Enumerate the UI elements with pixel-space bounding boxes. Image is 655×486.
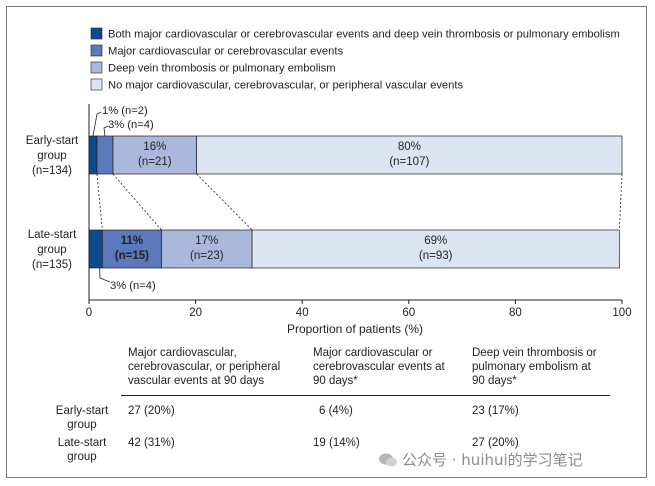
category-label-1-line-2: (n=135) [32, 259, 72, 271]
bar-0-segment-3-label-1: (n=107) [389, 156, 429, 168]
legend-swatch-1 [90, 44, 103, 57]
legend-swatch-2 [90, 61, 103, 74]
connector-0 [96, 173, 103, 231]
bar-0-segment-2-label-0: 16% [143, 141, 166, 153]
bar-1-segment-3 [251, 229, 620, 269]
callout-early-both: 1% (n=2) [102, 105, 148, 117]
bar-1-segment-2-label-0: 17% [195, 235, 218, 247]
legend-swatch-3 [90, 78, 103, 91]
bar-0-segment-0 [88, 135, 98, 175]
chart-legend: Both major cardiovascular or cerebrovasc… [90, 27, 620, 92]
bars [88, 135, 623, 269]
category-label-0-line-2: (n=134) [32, 165, 72, 177]
callout-line-late-small [99, 267, 111, 283]
bar-1-segment-3-label-1: (n=93) [419, 250, 453, 262]
category-label-1-line-0: Late-start [28, 229, 77, 241]
legend-label-2: Deep vein thrombosis or pulmonary emboli… [108, 63, 336, 75]
bar-1-segment-2 [161, 229, 253, 269]
x-tick-label-1: 20 [189, 307, 202, 319]
bar-labels: 16% (n=21) 80% (n=107) 11% (n=15) 17% (n=23) 69%… [92, 105, 453, 292]
bar-0-segment-3-label-0: 80% [398, 141, 421, 153]
connector-lines [96, 173, 623, 231]
x-axis: 0 20 40 60 80 100 [86, 104, 632, 319]
x-tick-label-4: 80 [509, 307, 522, 319]
legend-swatch-0 [90, 27, 103, 40]
callout-early-major: 3% (n=4) [108, 119, 154, 131]
connector-2 [196, 173, 253, 231]
x-tick-label-3: 60 [402, 307, 415, 319]
x-tick-label-0: 0 [86, 307, 92, 319]
bar-1-segment-0 [88, 229, 103, 269]
bar-1-segment-1-label-1: (n=15) [115, 250, 149, 262]
watermark-text: 公众号 · huihui的学习笔记 [402, 451, 583, 469]
callout-line-early-major [103, 125, 109, 137]
legend-label-3: No major cardiovascular, cerebrovascular… [108, 80, 463, 92]
watermark: 公众号 · huihui的学习笔记 [378, 449, 583, 470]
callout-late-small: 3% (n=4) [110, 280, 156, 292]
x-axis-label: Proportion of patients (%) [287, 322, 423, 336]
x-tick-label-2: 40 [296, 307, 309, 319]
bar-1-segment-2-label-1: (n=23) [190, 250, 224, 262]
callout-line-early-both [92, 111, 102, 137]
legend-label-0: Both major cardiovascular or cerebrovasc… [108, 29, 620, 41]
bar-1-segment-1-label-0: 11% [121, 235, 143, 247]
category-label-0-line-0: Early-start [26, 135, 79, 147]
bar-0-segment-2-label-1: (n=21) [138, 156, 172, 168]
x-tick-label-5: 100 [612, 307, 631, 319]
bar-0-segment-3 [196, 135, 623, 175]
category-label-1-line-1: group [37, 244, 66, 256]
category-label-0-line-1: group [37, 150, 66, 162]
figure-frame [6, 6, 647, 478]
connector-3 [618, 173, 623, 231]
bar-1-segment-1 [101, 229, 162, 269]
bar-1-segment-3-label-0: 69% [424, 235, 447, 247]
connector-1 [112, 173, 162, 231]
bar-0-segment-2 [112, 135, 198, 175]
legend-label-1: Major cardiovascular or cerebrovascular … [108, 46, 343, 58]
wechat-icon [379, 453, 397, 467]
bar-0-segment-1 [96, 135, 114, 175]
category-labels: Early-start group (n=134) Late-start group (n… [26, 135, 79, 271]
